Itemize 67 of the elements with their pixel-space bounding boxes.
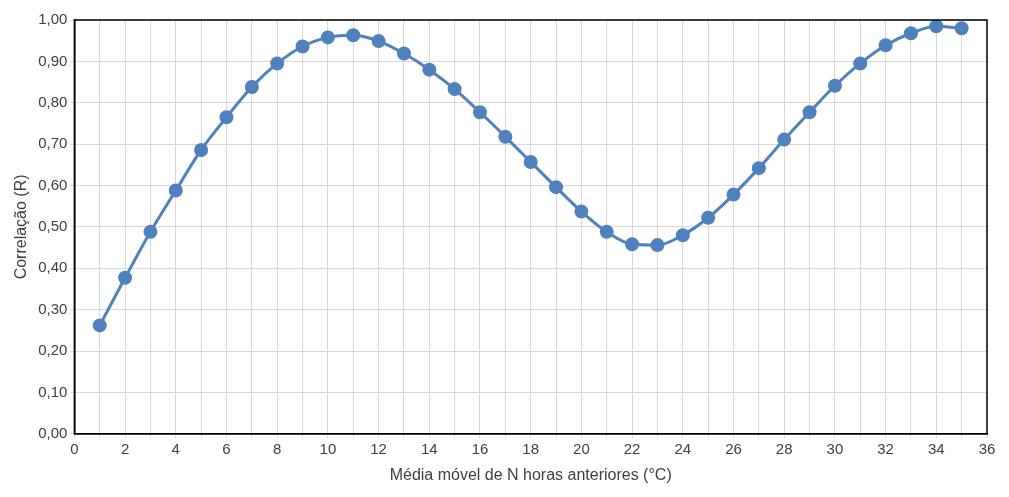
x-tick-label: 30 [826,439,844,457]
point [473,105,487,120]
point [650,238,665,253]
point [701,210,716,225]
point [92,318,107,333]
x-tick-label: 36 [978,439,996,457]
x-tick-label: 24 [674,439,692,457]
y-tick-label: 0,10 [38,382,68,400]
point [599,224,614,239]
point [726,187,741,202]
point [295,39,310,54]
point [878,38,893,53]
point [751,161,766,176]
y-tick-label: 0,90 [38,51,68,69]
point [371,34,386,49]
point [270,56,285,71]
point [244,80,259,95]
point [929,20,944,34]
point [777,132,792,147]
y-tick-label: 0,40 [38,258,68,276]
y-tick-label: 0,30 [38,299,68,317]
point [447,82,462,97]
x-axis-title: Média móvel de N horas anteriores (°C) [389,465,672,483]
x-tick-label: 4 [171,439,180,457]
point [954,21,969,36]
y-tick-label: 0,20 [38,341,68,359]
x-tick-label: 26 [725,439,742,457]
point [903,26,918,41]
point [498,129,513,144]
x-tick-label: 8 [273,439,282,457]
x-tick-label: 28 [775,439,793,457]
y-tick-label: 1,00 [38,10,68,28]
point [675,228,690,243]
x-tick-label: 34 [927,439,945,457]
y-tick-label: 0,00 [38,423,68,441]
point [549,180,564,195]
point [802,105,817,120]
x-tick-label: 6 [222,439,231,457]
point [219,110,234,125]
point [346,28,361,43]
x-tick-label: 22 [623,439,641,457]
x-tick-label: 14 [420,439,438,457]
point [118,270,133,285]
y-tick-label: 0,50 [38,217,68,235]
y-tick-label: 0,60 [38,175,68,193]
point [143,224,158,239]
x-tick-label: 12 [370,439,387,457]
point [853,56,868,71]
x-tick-label: 16 [471,439,489,457]
point [422,62,437,77]
point [523,154,538,169]
x-tick-label: 32 [877,439,894,457]
x-tick-label: 18 [522,439,540,457]
point [625,237,640,252]
y-axis-title: Correlação (R) [12,174,30,280]
y-tick-label: 0,70 [38,134,68,152]
point [194,142,209,157]
point [396,46,411,61]
y-tick-label: 0,80 [38,92,68,110]
x-tick-label: 10 [319,439,337,457]
x-tick-label: 20 [573,439,590,457]
point [168,183,183,198]
point [574,204,589,219]
x-tick-label: 0 [70,439,79,457]
x-tick-label: 2 [120,439,130,457]
point [320,30,335,45]
point [827,78,842,93]
